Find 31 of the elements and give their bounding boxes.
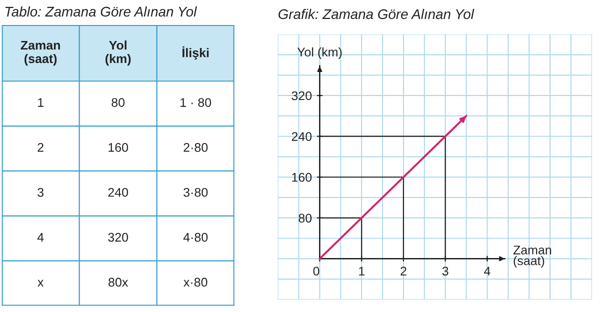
x-tick-label: 3	[442, 266, 448, 276]
text: 2	[38, 143, 44, 152]
text: İlişki	[182, 46, 209, 60]
x-tick-label: 4	[484, 266, 490, 276]
text: Zaman (saat)	[20, 40, 60, 66]
y-axis-title: Yol (km)	[297, 47, 342, 59]
text: x	[38, 280, 44, 287]
text: 1	[38, 98, 44, 107]
y-tick-label: 80	[298, 214, 312, 223]
text: x·80	[184, 278, 208, 287]
text: 240	[108, 188, 128, 197]
text: 1 · 80	[180, 98, 212, 107]
text: Tablo: Zamana Göre Alınan Yol	[5, 6, 197, 17]
x-tick-label: 2	[400, 266, 406, 276]
chart-title: Grafik: Zamana Göre Alınan Yol	[278, 8, 474, 20]
text: 80	[112, 98, 125, 107]
text: Yol (km)	[106, 40, 131, 66]
text: 3	[38, 188, 44, 197]
y-tick-label: 160	[292, 172, 312, 182]
y-tick-label: 320	[292, 91, 312, 100]
text: 160	[108, 143, 128, 152]
text: 4·80	[183, 232, 208, 242]
y-tick-label: 240	[292, 132, 312, 141]
text: 4	[37, 233, 44, 242]
text: 80x	[108, 278, 128, 287]
x-axis-title: Zaman (saat)	[513, 246, 552, 268]
text: 320	[108, 232, 128, 242]
text: 3·80	[184, 188, 208, 197]
x-tick-label: 1	[359, 266, 364, 276]
x-tick-label: 0	[313, 266, 320, 276]
text: 2·80	[184, 143, 208, 152]
